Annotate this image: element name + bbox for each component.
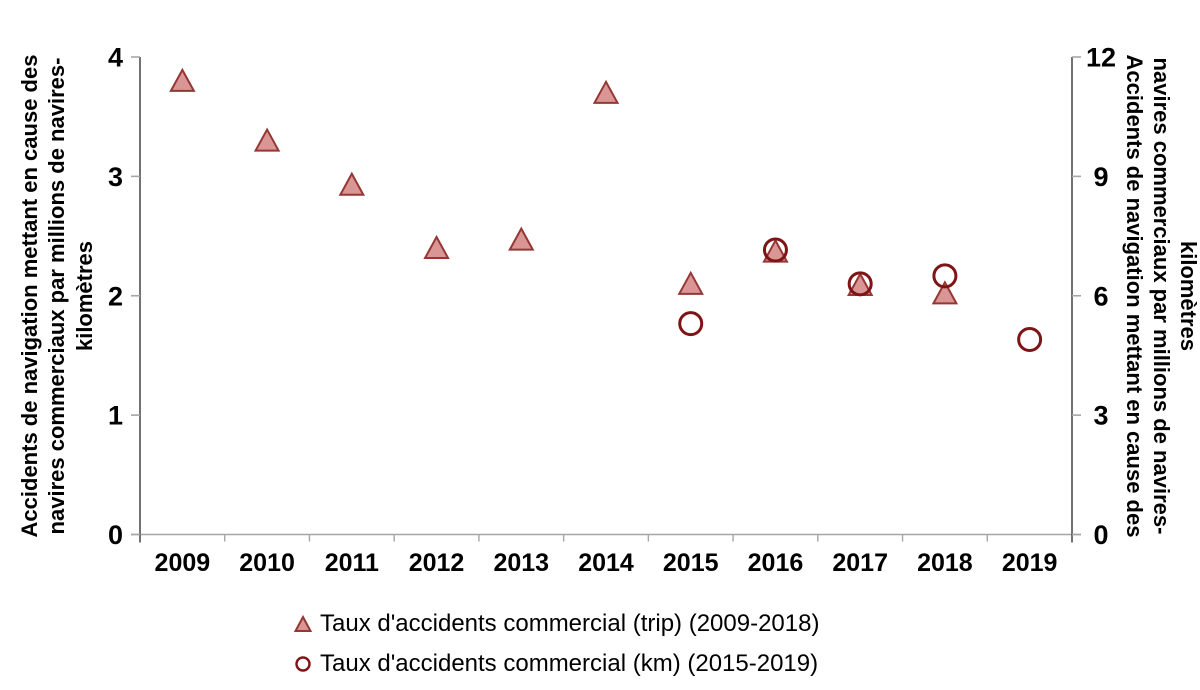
x-axis-tick-label: 2010: [239, 549, 295, 577]
legend-label-trip: Taux d'accidents commercial (trip) (2009…: [320, 610, 820, 637]
x-axis-tick-label: 2015: [663, 549, 719, 577]
x-axis-tick-label: 2012: [409, 549, 465, 577]
left-axis-tick-label: 1: [108, 401, 123, 431]
data-point-triangle: [677, 270, 704, 295]
right-axis-tick-label: 3: [1093, 401, 1108, 431]
x-axis-tick-label: 2016: [748, 549, 804, 577]
left-axis-tick-label: 3: [108, 162, 123, 192]
left-axis-tick-label: 0: [108, 520, 123, 550]
data-point-triangle: [592, 79, 620, 104]
right-axis-tick-label: 12: [1086, 43, 1116, 73]
data-point-triangle: [931, 280, 959, 305]
data-point-triangle: [169, 67, 196, 92]
data-point-triangle: [338, 171, 366, 196]
legend-item-trip: Taux d'accidents commercial (trip) (2009…: [293, 604, 819, 644]
data-point-circle: [678, 311, 704, 337]
x-axis-tick-label: 2009: [155, 549, 211, 577]
data-point-triangle: [423, 234, 450, 259]
x-axis-tick-label: 2019: [1002, 549, 1058, 577]
left-axis-tick-label: 4: [108, 43, 123, 73]
x-axis-tick-label: 2017: [832, 549, 888, 577]
data-point-circle: [762, 237, 788, 263]
legend-label-km: Taux d'accidents commercial (km) (2015-2…: [320, 650, 819, 677]
data-point-circle: [932, 263, 958, 289]
right-axis-tick-label: 0: [1093, 520, 1108, 550]
data-point-triangle: [508, 226, 535, 251]
legend-item-km: Taux d'accidents commercial (km) (2015-2…: [293, 644, 819, 684]
right-axis-tick-label: 6: [1093, 281, 1108, 311]
x-axis-tick-label: 2011: [325, 549, 379, 577]
x-axis-tick-label: 2013: [493, 549, 549, 577]
triangle-marker-icon: [293, 614, 313, 632]
circle-marker-icon: [295, 656, 311, 672]
x-axis-tick-label: 2014: [578, 549, 634, 577]
x-axis-tick-label: 2018: [917, 549, 973, 577]
data-point-circle: [847, 271, 873, 297]
data-point-circle: [1017, 327, 1043, 353]
data-point-triangle: [253, 127, 281, 152]
right-axis-tick-label: 9: [1093, 162, 1108, 192]
chart-legend: Taux d'accidents commercial (trip) (2009…: [293, 604, 819, 684]
left-axis-tick-label: 2: [108, 281, 123, 311]
